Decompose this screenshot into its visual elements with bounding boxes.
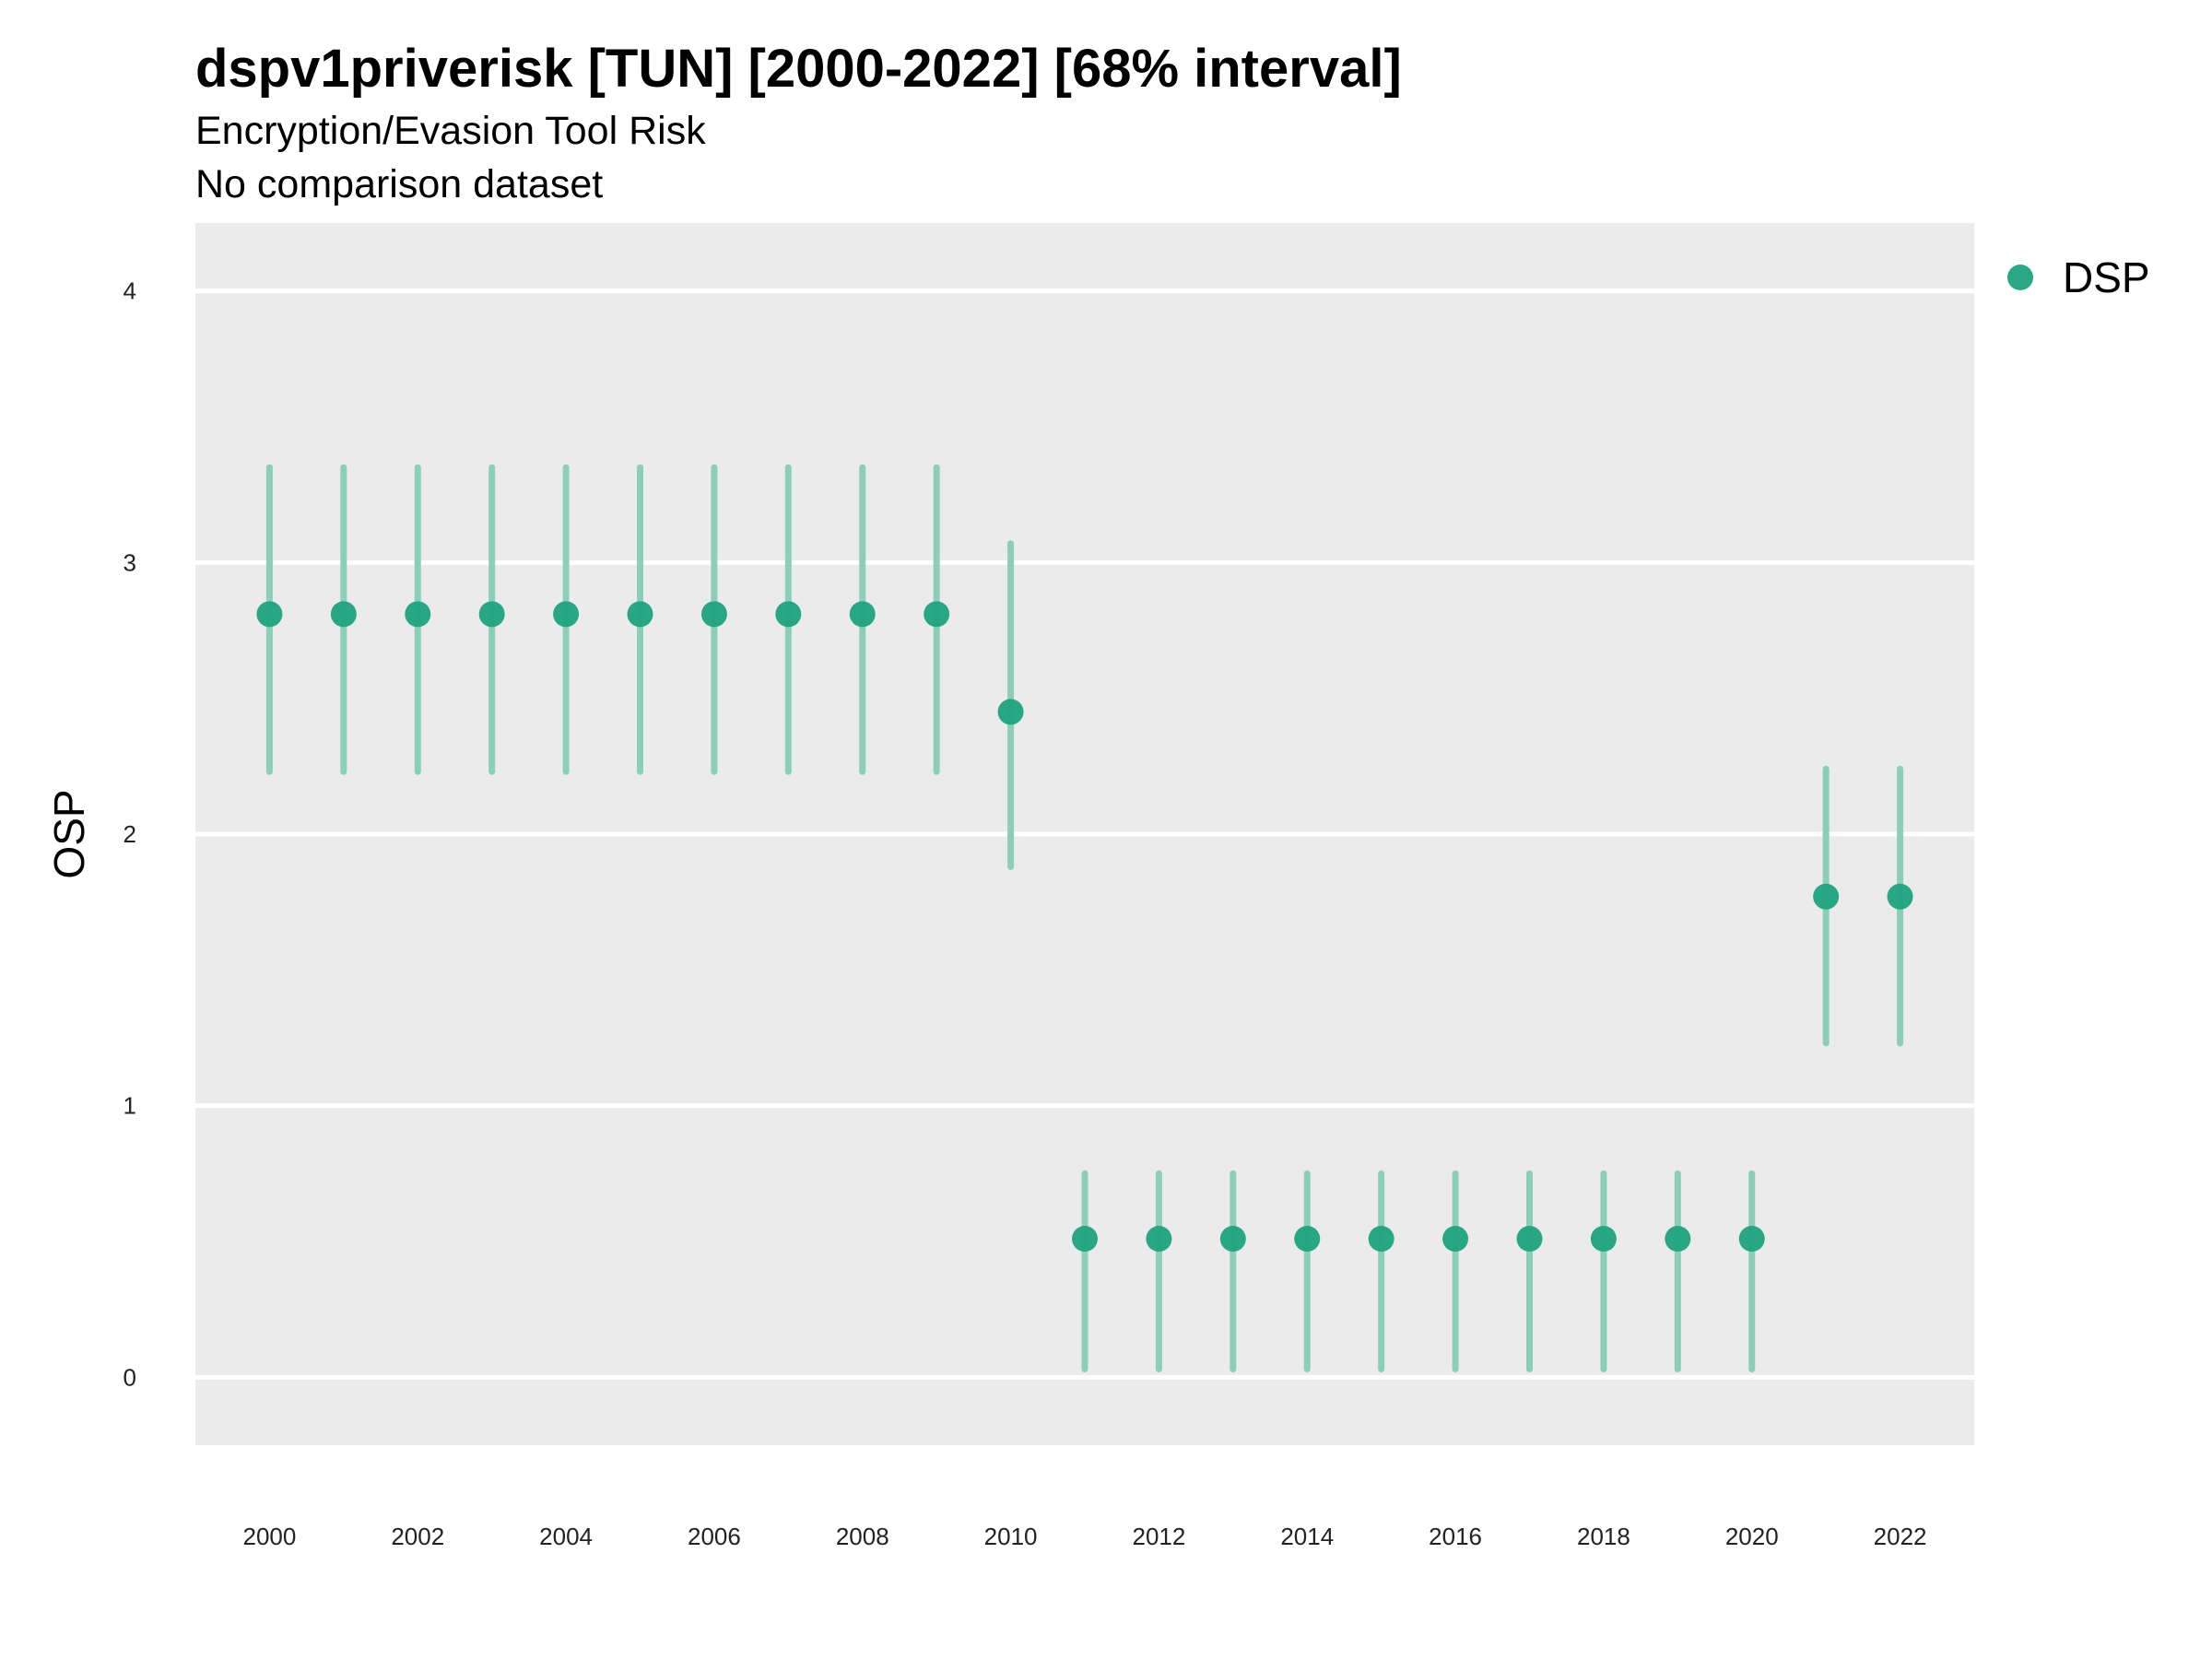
point-2014 — [1294, 1226, 1321, 1253]
y-tick-label: 0 — [124, 1363, 136, 1391]
y-tick-label: 2 — [124, 820, 136, 848]
point-2017 — [1516, 1226, 1543, 1253]
point-2015 — [1368, 1226, 1394, 1253]
point-2006 — [700, 601, 727, 628]
y-tick-label: 4 — [124, 277, 136, 305]
chart-subtitle-line-2: No comparison dataset — [195, 162, 603, 206]
x-tick-label: 2020 — [1725, 1523, 1779, 1550]
x-tick-label: 2002 — [391, 1523, 444, 1550]
x-tick-label: 2014 — [1280, 1523, 1334, 1550]
y-tick-label: 3 — [124, 548, 136, 576]
legend-label-dsp: DSP — [2063, 253, 2150, 301]
chart-subtitle-line-1: Encryption/Evasion Tool Risk — [195, 109, 706, 153]
x-tick-label: 2018 — [1577, 1523, 1630, 1550]
point-2008 — [849, 601, 876, 628]
legend-marker — [2007, 265, 2033, 290]
chart-title: dspv1priverisk [TUN] [2000-2022] [68% in… — [195, 39, 1402, 99]
point-2009 — [924, 601, 950, 628]
x-tick-label: 2008 — [836, 1523, 889, 1550]
point-2010 — [997, 699, 1024, 725]
legend: DSP — [2007, 253, 2150, 301]
x-tick-label: 2006 — [688, 1523, 741, 1550]
x-tick-label: 2016 — [1429, 1523, 1482, 1550]
point-2002 — [405, 601, 431, 628]
x-axis-ticks: 2000 2002 2004 2006 2008 2010 2012 2014 2016 2018… — [242, 1523, 1926, 1550]
x-tick-label: 2012 — [1132, 1523, 1185, 1550]
point-2012 — [1146, 1226, 1172, 1253]
point-2001 — [330, 601, 357, 628]
y-axis-ticks: 0 1 2 3 4 — [124, 277, 136, 1392]
point-2018 — [1590, 1226, 1617, 1253]
point-2003 — [478, 601, 505, 628]
x-tick-label: 2010 — [984, 1523, 1038, 1550]
x-tick-label: 2004 — [539, 1523, 593, 1550]
y-axis-title: OSP — [45, 789, 93, 878]
point-2016 — [1442, 1226, 1469, 1253]
point-2019 — [1665, 1226, 1691, 1253]
point-2022 — [1887, 883, 1913, 910]
point-2011 — [1072, 1226, 1098, 1253]
point-2000 — [256, 601, 283, 628]
point-2021 — [1813, 883, 1840, 910]
point-2013 — [1219, 1226, 1246, 1253]
y-tick-label: 1 — [124, 1092, 136, 1120]
data-points — [256, 601, 1913, 1253]
point-2007 — [775, 601, 802, 628]
point-2005 — [627, 601, 653, 628]
x-tick-label: 2022 — [1874, 1523, 1927, 1550]
point-2004 — [553, 601, 580, 628]
x-tick-label: 2000 — [242, 1523, 296, 1550]
point-2020 — [1738, 1226, 1765, 1253]
